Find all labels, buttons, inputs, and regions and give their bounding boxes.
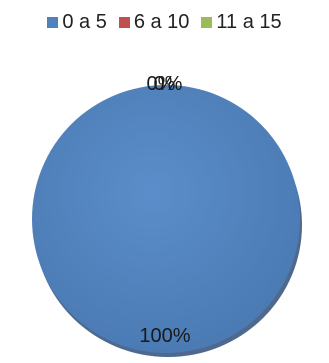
legend: 0 a 5 6 a 10 11 a 15 <box>0 10 329 34</box>
pie-slice-0-a-5 <box>32 85 300 353</box>
legend-item-11-a-15: 11 a 15 <box>201 10 282 34</box>
legend-label-6-a-10: 6 a 10 <box>133 11 190 33</box>
legend-item-0-a-5: 0 a 5 <box>47 10 107 34</box>
pie-slices <box>32 85 300 353</box>
legend-label-0-a-5: 0 a 5 <box>62 11 107 33</box>
data-label-0-a-5: 100% <box>139 325 190 347</box>
data-label-11-a-15: 0% <box>154 73 183 95</box>
legend-swatch-6-a-10 <box>118 16 130 28</box>
legend-swatch-0-a-5 <box>47 16 59 28</box>
pie-labels: 100% 0%0% <box>139 73 190 347</box>
legend-item-6-a-10: 6 a 10 <box>118 10 190 34</box>
legend-swatch-11-a-15 <box>201 16 213 28</box>
data-label-6-a-10: 0% <box>147 73 176 95</box>
legend-label-11-a-15: 11 a 15 <box>216 11 282 33</box>
